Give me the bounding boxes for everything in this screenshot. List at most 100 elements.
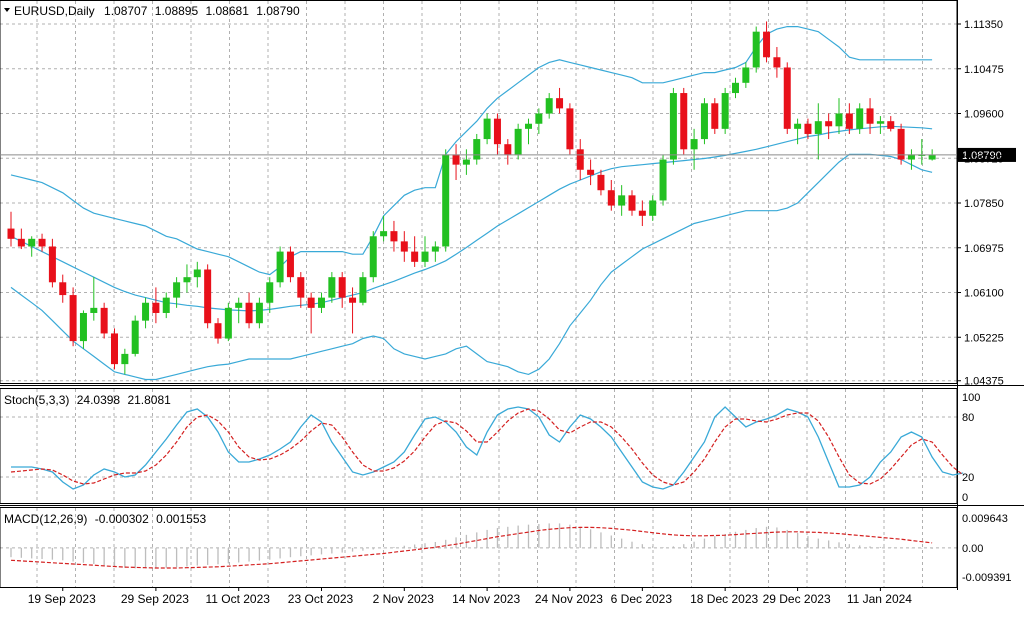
macd-tick-label: 0.00 [962, 543, 983, 555]
candle[interactable] [483, 113, 491, 145]
candle[interactable] [845, 103, 853, 134]
candle[interactable] [835, 98, 843, 134]
candle[interactable] [576, 139, 584, 180]
candle[interactable] [28, 236, 36, 257]
candle[interactable] [814, 103, 822, 160]
candle[interactable] [556, 87, 564, 114]
candlesticks[interactable] [7, 21, 936, 375]
candle[interactable] [794, 118, 802, 145]
candle[interactable] [493, 113, 501, 155]
candle[interactable] [369, 231, 377, 283]
candle[interactable] [214, 318, 222, 344]
candle[interactable] [618, 185, 626, 216]
candle[interactable] [514, 123, 522, 160]
candle[interactable] [131, 315, 139, 357]
candle[interactable] [390, 220, 398, 252]
candle[interactable] [649, 195, 657, 221]
candle-body [152, 302, 160, 313]
candle[interactable] [442, 149, 450, 252]
candle[interactable] [90, 277, 98, 321]
candle[interactable] [111, 328, 118, 370]
candle[interactable] [59, 274, 67, 303]
candle[interactable] [204, 264, 212, 329]
candle[interactable] [504, 139, 512, 165]
candle[interactable] [897, 123, 905, 165]
candle[interactable] [525, 118, 532, 145]
candle[interactable] [856, 103, 864, 134]
candle[interactable] [183, 264, 191, 293]
candle[interactable] [462, 149, 470, 175]
candle[interactable] [452, 144, 460, 180]
candle[interactable] [318, 292, 325, 313]
candle[interactable] [659, 154, 667, 206]
candle[interactable] [628, 190, 636, 216]
candle[interactable] [431, 241, 439, 262]
candle[interactable] [142, 297, 150, 329]
main-header: EURUSD,Daily 1.08707 1.08895 1.08681 1.0… [4, 4, 300, 18]
candle[interactable] [7, 211, 15, 247]
candle[interactable] [359, 272, 367, 306]
candle[interactable] [349, 287, 357, 334]
candle[interactable] [607, 179, 615, 211]
candle[interactable] [255, 297, 263, 329]
candle[interactable] [669, 87, 677, 165]
candle[interactable] [535, 108, 543, 134]
candle[interactable] [680, 87, 688, 155]
candle[interactable] [690, 128, 698, 170]
candle[interactable] [276, 246, 284, 288]
candle[interactable] [742, 62, 750, 88]
candle[interactable] [876, 116, 884, 134]
candle[interactable] [79, 310, 87, 349]
candle[interactable] [380, 215, 388, 242]
candle[interactable] [328, 272, 336, 303]
candle[interactable] [907, 149, 915, 170]
candle[interactable] [235, 297, 243, 324]
candle[interactable] [887, 116, 895, 132]
candle[interactable] [566, 103, 574, 155]
candle[interactable] [587, 159, 595, 186]
candle[interactable] [400, 231, 408, 262]
candle[interactable] [338, 272, 346, 308]
candle[interactable] [193, 261, 201, 288]
candle-body [711, 103, 719, 129]
candle[interactable] [421, 236, 429, 267]
candle[interactable] [152, 287, 160, 324]
candle[interactable] [245, 292, 253, 329]
candle[interactable] [773, 47, 781, 78]
dropdown-triangle-icon[interactable] [4, 8, 10, 12]
candle-body [307, 297, 315, 308]
candle[interactable] [597, 169, 605, 196]
candle[interactable] [711, 98, 719, 134]
candle[interactable] [307, 292, 315, 334]
candle[interactable] [545, 93, 553, 119]
candle[interactable] [69, 287, 77, 347]
candle[interactable] [866, 98, 874, 134]
candle[interactable] [700, 98, 708, 145]
candle[interactable] [224, 302, 232, 342]
candle[interactable] [638, 200, 646, 227]
candle[interactable] [721, 87, 729, 134]
candle[interactable] [783, 62, 791, 134]
candle[interactable] [732, 77, 739, 99]
candle[interactable] [100, 302, 108, 339]
candle[interactable] [825, 113, 833, 140]
candle[interactable] [411, 236, 419, 267]
candle[interactable] [763, 21, 771, 63]
candle[interactable] [173, 277, 181, 308]
candle[interactable] [266, 277, 274, 313]
candle-body [887, 121, 895, 129]
candle[interactable] [804, 118, 812, 140]
candle[interactable] [286, 246, 294, 283]
candle[interactable] [473, 133, 481, 165]
candle[interactable] [121, 348, 129, 375]
candle-body [876, 121, 884, 124]
candle[interactable] [297, 272, 305, 308]
candle[interactable] [162, 292, 170, 319]
candle[interactable] [17, 228, 25, 250]
price-tick-label: 1.06975 [964, 243, 1004, 255]
candle[interactable] [752, 26, 760, 73]
candle[interactable] [38, 233, 46, 252]
candle[interactable] [48, 238, 56, 288]
